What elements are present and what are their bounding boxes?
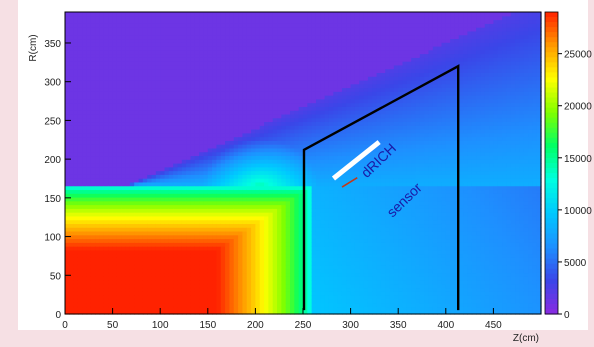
x-tick-label: 300	[342, 320, 359, 331]
colorbar-tick-label: 0	[564, 310, 570, 321]
colorbar-tick-label: 5000	[564, 258, 587, 269]
x-tick-label: 0	[62, 320, 68, 331]
colorbar-tick-label: 15000	[564, 154, 592, 165]
y-tick-label: 300	[44, 78, 61, 89]
x-tick-label: 350	[390, 320, 407, 331]
y-tick-label: 150	[44, 194, 61, 205]
x-axis-title: Z(cm)	[513, 333, 539, 344]
x-tick-label: 150	[199, 320, 216, 331]
y-tick-label: 250	[44, 116, 61, 127]
x-tick-label: 400	[437, 320, 454, 331]
y-tick-label: 50	[50, 271, 62, 282]
colorbar-tick-label: 10000	[564, 206, 592, 217]
y-tick-label: 350	[44, 39, 61, 50]
y-tick-label: 200	[44, 155, 61, 166]
colorbar	[545, 12, 558, 315]
drich-outline	[302, 64, 460, 311]
x-tick-label: 450	[485, 320, 502, 331]
colorbar-frame	[544, 11, 559, 315]
x-tick-label: 250	[295, 320, 312, 331]
x-tick-label: 100	[152, 320, 169, 331]
heatmap-cells	[65, 12, 542, 315]
y-axis-title: R(cm)	[28, 34, 39, 61]
sensor-underline	[341, 177, 358, 188]
sensor-bar	[331, 140, 381, 181]
y-tick-label: 100	[44, 233, 61, 244]
x-tick-label: 50	[107, 320, 119, 331]
y-tick-label: 0	[55, 310, 61, 321]
colorbar-tick-label: 20000	[564, 102, 592, 113]
colorbar-tick-label: 25000	[564, 50, 592, 61]
x-tick-label: 200	[247, 320, 264, 331]
